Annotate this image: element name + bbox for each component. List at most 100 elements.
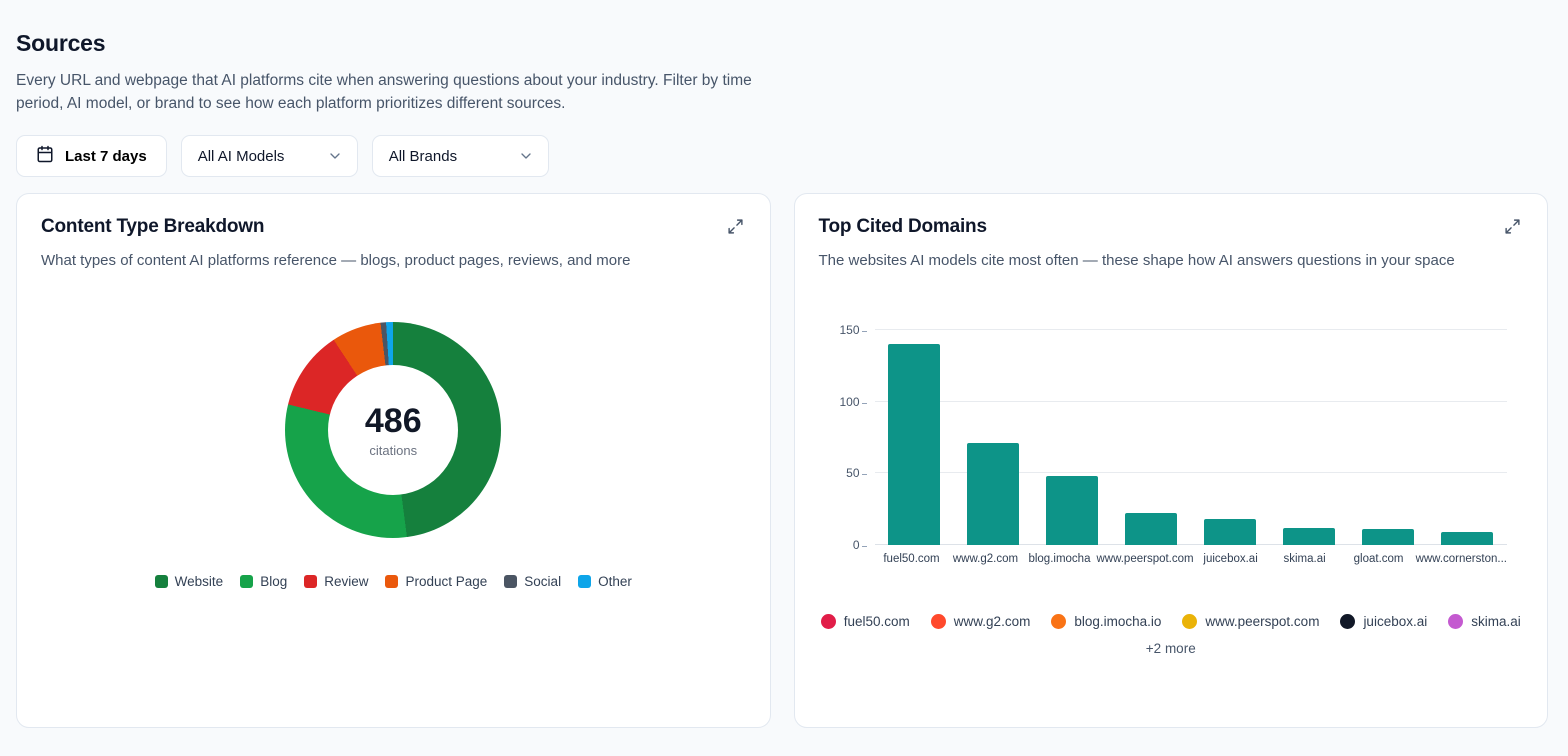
legend-label: Product Page <box>405 574 488 589</box>
top-domains-card-header: Top Cited Domains <box>819 216 1524 240</box>
blog-imocha-io-favicon-icon <box>1051 614 1067 629</box>
bar-www.peerspot.com[interactable] <box>1125 513 1178 545</box>
domain-legend-item[interactable]: skima.ai <box>1448 614 1521 629</box>
ai-model-select-value: All AI Models <box>197 147 285 165</box>
brand-select[interactable]: All Brands <box>371 135 549 177</box>
juicebox-ai-favicon-icon <box>1340 614 1356 629</box>
ai-model-select[interactable]: All AI Models <box>180 135 358 177</box>
bar-blog.imocha[interactable] <box>1046 476 1099 545</box>
legend-item-review[interactable]: Review <box>304 574 368 589</box>
content-type-donut[interactable]: 486 citations <box>285 322 502 538</box>
bar-fuel50.com[interactable] <box>888 344 941 545</box>
content-type-card: Content Type Breakdown What types of con… <box>16 193 771 728</box>
legend-label: Other <box>598 574 632 589</box>
filter-bar: Last 7 days All AI Models All Brands <box>16 135 1548 177</box>
chevron-down-icon <box>327 148 343 164</box>
gridline <box>874 544 1507 545</box>
bar-slot <box>1428 330 1507 545</box>
x-axis-label: juicebox.ai <box>1203 553 1258 565</box>
domain-legend-item[interactable]: fuel50.com <box>820 614 910 629</box>
legend-swatch <box>240 575 254 588</box>
page-title: Sources <box>16 30 106 56</box>
bars-row <box>875 330 1508 545</box>
calendar-icon <box>36 145 54 167</box>
expand-icon <box>1504 219 1521 238</box>
top-domains-card: Top Cited Domains The websites AI models… <box>793 193 1548 728</box>
legend-label: Social <box>524 574 562 589</box>
x-axis-label: gloat.com <box>1353 553 1404 565</box>
domain-label: blog.imocha.io <box>1074 614 1162 629</box>
chevron-down-icon <box>518 148 534 164</box>
legend-label: Blog <box>260 574 288 589</box>
legend-item-social[interactable]: Social <box>504 574 561 589</box>
skima-ai-favicon-icon <box>1448 614 1464 629</box>
expand-button[interactable] <box>1502 216 1523 240</box>
x-axis-label: blog.imocha <box>1028 553 1091 565</box>
legend-label: Website <box>174 574 224 589</box>
gridline <box>874 329 1507 330</box>
legend-swatch <box>154 575 168 588</box>
bar-gloat.com[interactable] <box>1362 529 1415 545</box>
legend-swatch <box>578 575 592 588</box>
bar-xlabels: fuel50.com www.g2.com blog.imocha www.peers… <box>875 552 1508 566</box>
sources-page: Sources Every URL and webpage that AI pl… <box>0 0 1568 728</box>
donut-chart-wrap: 486 citations Website Blog Review Product P… <box>41 322 746 589</box>
page-description: Every URL and webpage that AI platforms … <box>16 72 752 112</box>
x-axis-label: www.g2.com <box>952 553 1019 565</box>
bar-www.g2.com[interactable] <box>967 443 1020 545</box>
legend-swatch <box>385 575 399 588</box>
bar-plot: 0 50 100 150 <box>839 324 1508 551</box>
more-domains-label[interactable]: +2 more <box>1145 641 1196 656</box>
gridline <box>874 400 1507 402</box>
bar-slot <box>954 330 1033 545</box>
domain-label: skima.ai <box>1471 614 1521 629</box>
y-axis-tick: 150 <box>829 324 867 336</box>
cards-grid: Content Type Breakdown What types of con… <box>16 193 1548 728</box>
date-range-label: Last 7 days <box>65 147 147 165</box>
domain-legend-item[interactable]: juicebox.ai <box>1340 614 1427 629</box>
gridline <box>874 472 1507 474</box>
citation-total: 486 <box>364 402 422 440</box>
content-type-legend: Website Blog Review Product Page Social Other <box>154 574 632 589</box>
content-type-card-subtitle: What types of content AI platforms refer… <box>41 252 631 269</box>
legend-item-blog[interactable]: Blog <box>240 574 287 589</box>
y-axis-tick: 50 <box>829 467 867 479</box>
citation-total-label: citations <box>369 443 418 458</box>
bar-slot <box>1191 330 1270 545</box>
expand-button[interactable] <box>725 216 746 240</box>
bar-slot <box>1349 330 1428 545</box>
legend-item-product-page[interactable]: Product Page <box>385 574 487 589</box>
date-range-button[interactable]: Last 7 days <box>16 135 167 177</box>
domain-legend-item[interactable]: blog.imocha.io <box>1051 614 1161 629</box>
domain-label: fuel50.com <box>843 614 910 629</box>
x-axis-label: www.peerspot.com <box>1096 553 1194 565</box>
legend-swatch <box>304 575 318 588</box>
y-axis-tick: 100 <box>829 396 867 408</box>
legend-label: Review <box>324 574 369 589</box>
content-type-card-header: Content Type Breakdown <box>41 216 746 240</box>
www-peerspot-com-favicon-icon <box>1182 614 1198 629</box>
legend-item-website[interactable]: Website <box>154 574 224 589</box>
brand-select-value: All Brands <box>388 147 458 165</box>
x-axis-label: www.cornerston... <box>1415 553 1507 565</box>
y-axis-tick: 0 <box>829 539 867 551</box>
legend-swatch <box>504 575 518 588</box>
domain-label: juicebox.ai <box>1363 614 1428 629</box>
domain-legend: fuel50.com www.g2.com blog.imocha.io www.pe… <box>819 614 1524 629</box>
bar-juicebox.ai[interactable] <box>1204 519 1257 545</box>
x-axis-label: skima.ai <box>1283 553 1326 565</box>
top-domains-card-title: Top Cited Domains <box>818 216 988 237</box>
content-type-card-title: Content Type Breakdown <box>41 216 265 237</box>
domain-legend-item[interactable]: www.peerspot.com <box>1182 614 1319 629</box>
domain-legend-item[interactable]: www.g2.com <box>930 614 1031 629</box>
top-domains-card-subtitle: The websites AI models cite most often —… <box>818 252 1455 269</box>
domain-label: www.g2.com <box>953 614 1031 629</box>
bar-slot <box>1033 330 1112 545</box>
expand-icon <box>727 219 744 238</box>
bar-slot <box>1112 330 1191 545</box>
fuel50-com-favicon-icon <box>820 614 836 629</box>
legend-item-other[interactable]: Other <box>578 574 632 589</box>
bar-skima.ai[interactable] <box>1283 527 1336 545</box>
bar-www.cornerston...[interactable] <box>1441 532 1494 545</box>
www-g2-com-favicon-icon <box>930 614 946 629</box>
